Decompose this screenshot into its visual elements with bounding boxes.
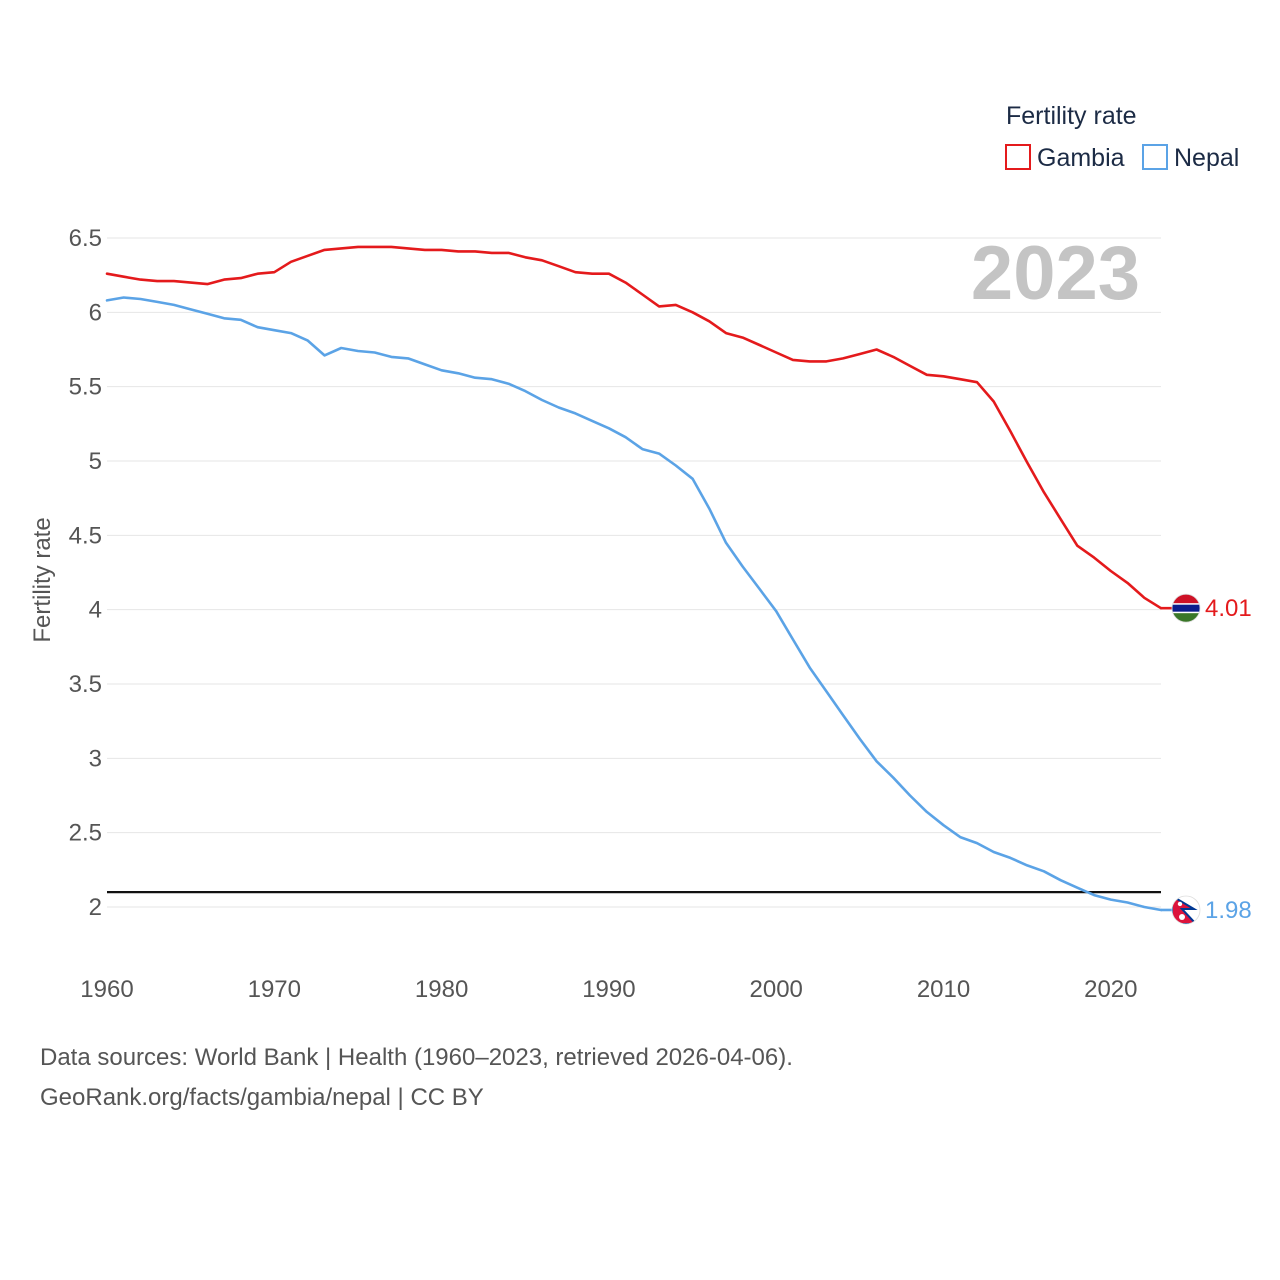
x-tick-label: 2010 (917, 976, 970, 1003)
y-tick-label: 6.5 (69, 225, 102, 252)
end-label-nepal: 1.98 (1205, 897, 1252, 924)
y-tick-label: 3.5 (69, 671, 102, 698)
x-tick-label: 1960 (80, 976, 133, 1003)
legend-label-gambia: Gambia (1037, 144, 1125, 172)
legend-label-nepal: Nepal (1174, 144, 1239, 172)
legend-swatch-gambia (1005, 144, 1031, 170)
series-line-gambia[interactable] (105, 245, 1163, 610)
y-tick-label: 4.5 (69, 522, 102, 549)
legend-swatch-nepal (1142, 144, 1168, 170)
x-tick-label: 1970 (248, 976, 301, 1003)
y-tick-label: 2 (89, 894, 102, 921)
year-watermark: 2023 (971, 231, 1140, 316)
legend-item-nepal[interactable]: Nepal (1142, 144, 1239, 172)
series-line-nepal[interactable] (105, 296, 1163, 912)
legend-title: Fertility rate (1006, 102, 1137, 130)
y-axis-ticks: 2 2.5 3 3.5 4 4.5 5 5.5 6 6.5 (69, 225, 102, 921)
end-label-gambia: 4.01 (1205, 595, 1252, 622)
gambia-flag-icon (1171, 593, 1201, 623)
y-axis-title: Fertility rate (29, 517, 56, 642)
y-tick-label: 3 (89, 745, 102, 772)
x-tick-label: 2000 (750, 976, 803, 1003)
x-axis-ticks: 1960 1970 1980 1990 2000 2010 2020 (80, 976, 1137, 1003)
y-tick-label: 2.5 (69, 820, 102, 847)
x-tick-label: 1980 (415, 976, 468, 1003)
y-tick-label: 6 (89, 299, 102, 326)
series-lines (105, 245, 1163, 912)
x-tick-label: 2020 (1084, 976, 1137, 1003)
series-end-markers: 4.01 1.98 (1161, 593, 1252, 925)
x-tick-label: 1990 (582, 976, 635, 1003)
footer-sources: Data sources: World Bank | Health (1960–… (40, 1044, 793, 1071)
footer-credit: GeoRank.org/facts/gambia/nepal | CC BY (40, 1084, 484, 1111)
legend-item-gambia[interactable]: Gambia (1005, 144, 1125, 172)
nepal-flag-icon (1171, 895, 1201, 925)
gridlines (107, 237, 1161, 908)
y-tick-label: 4 (89, 597, 102, 624)
y-tick-label: 5.5 (69, 374, 102, 401)
y-tick-label: 5 (89, 448, 102, 475)
legend: Fertility rate Gambia Nepal (1005, 102, 1239, 172)
